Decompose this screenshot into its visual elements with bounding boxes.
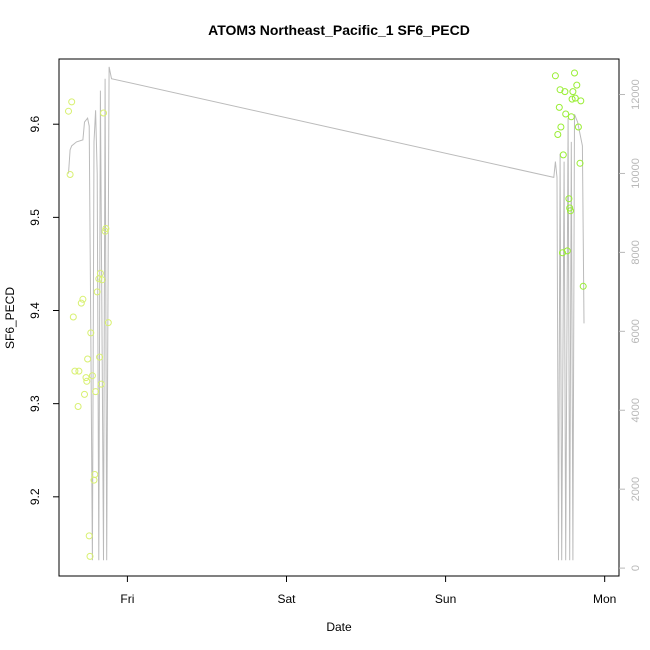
plot-frame	[58, 58, 620, 577]
data-point	[571, 69, 578, 77]
y2-tick-label: 6000	[630, 319, 642, 343]
data-point	[102, 225, 110, 232]
data-point	[74, 403, 82, 410]
x-axis: Fri Sat Sun Mon	[120, 576, 616, 606]
y-axis-label: SF6_PECD	[3, 287, 17, 349]
data-point	[576, 159, 584, 167]
data-point	[562, 110, 570, 118]
chart-title: ATOM3 Northeast_Pacific_1 SF6_PECD	[208, 22, 470, 38]
data-point	[86, 552, 94, 560]
x-tick-label: Sat	[277, 592, 296, 606]
data-point	[556, 86, 564, 94]
data-point	[98, 276, 106, 284]
data-point	[568, 95, 576, 103]
data-point	[79, 295, 87, 303]
data-point	[579, 282, 587, 290]
data-point	[83, 377, 91, 385]
data-point	[557, 123, 565, 131]
data-point	[104, 319, 112, 327]
y2-tick-label: 8000	[630, 240, 642, 264]
data-point	[93, 288, 101, 296]
y-tick-label: 9.6	[28, 116, 42, 133]
data-point	[92, 388, 100, 396]
data-point	[565, 195, 573, 203]
data-point	[82, 374, 90, 382]
data-point	[85, 532, 93, 540]
data-point	[554, 131, 562, 138]
data-point	[91, 471, 99, 478]
y-tick-label: 9.5	[28, 209, 42, 226]
data-point	[573, 81, 581, 89]
y2-tick-label: 10000	[630, 158, 642, 189]
data-point	[561, 88, 569, 96]
data-point	[559, 151, 567, 159]
x-axis-label: Date	[326, 620, 352, 634]
data-point	[567, 207, 574, 215]
y2-tick-label: 12000	[630, 79, 642, 110]
secondary-series-line	[68, 66, 585, 561]
secondary-line-layer	[68, 66, 585, 561]
data-point	[96, 353, 104, 361]
y2-tick-label: 2000	[630, 477, 642, 501]
data-point	[569, 88, 577, 96]
data-point	[77, 299, 85, 307]
y-axis-left: 9.2 9.3 9.4 9.5 9.6	[28, 116, 59, 505]
data-point	[96, 269, 104, 277]
data-point	[100, 109, 107, 117]
data-point	[566, 204, 574, 212]
y-axis-right: 0 2000 4000 6000 8000 10000 12000	[619, 79, 642, 571]
data-point	[567, 113, 575, 121]
data-point	[88, 372, 96, 380]
data-point	[571, 94, 579, 102]
data-point	[551, 72, 559, 80]
data-point	[84, 355, 92, 363]
x-tick-label: Sun	[435, 592, 456, 606]
data-point	[87, 329, 95, 337]
data-point	[69, 313, 77, 321]
data-point	[68, 98, 76, 106]
data-point	[66, 171, 74, 178]
data-point	[101, 227, 109, 235]
x-tick-label: Fri	[120, 592, 134, 606]
data-point	[555, 103, 563, 111]
data-point	[577, 97, 585, 105]
data-point	[65, 107, 72, 115]
data-point	[97, 380, 105, 388]
data-point	[563, 247, 571, 255]
x-tick-label: Mon	[593, 592, 616, 606]
data-point	[574, 123, 582, 131]
data-point	[71, 367, 79, 375]
points-layer	[65, 69, 587, 560]
data-point	[75, 367, 83, 375]
data-point	[81, 390, 88, 398]
y2-tick-label: 0	[630, 565, 642, 571]
y-tick-label: 9.4	[28, 302, 42, 319]
y-tick-label: 9.2	[28, 488, 42, 505]
data-point	[559, 249, 566, 257]
y-tick-label: 9.3	[28, 395, 42, 412]
y2-tick-label: 4000	[630, 398, 642, 422]
